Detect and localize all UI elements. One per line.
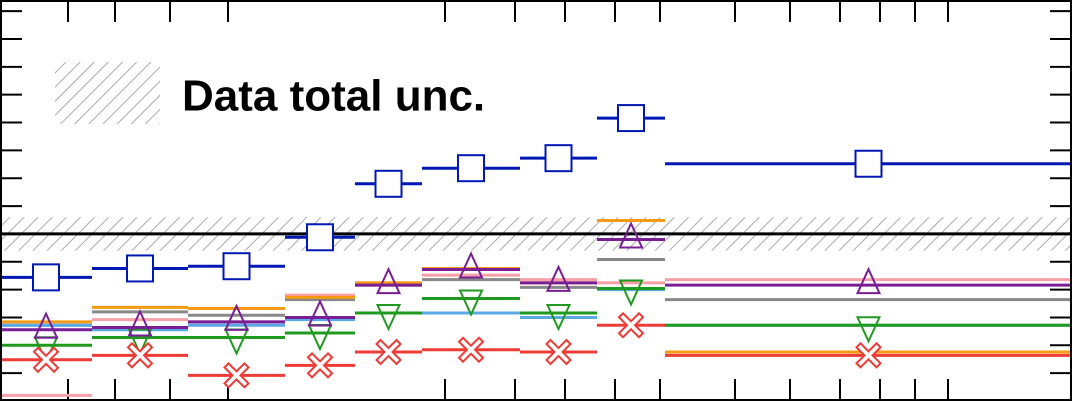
bin-value [520,144,597,173]
marker [223,328,250,356]
legend-swatch [55,62,160,124]
bin-value [285,299,355,327]
bin-value [92,328,188,356]
marker [544,144,573,173]
bin-value [520,338,597,366]
marker [307,299,333,327]
bin-value [92,254,188,283]
marker [375,266,402,295]
marker [855,266,882,295]
bin-value [92,341,188,369]
marker [126,341,154,369]
bin-value [520,264,597,292]
marker [545,264,572,292]
bin-value [285,324,355,352]
bin-value [355,169,422,198]
bin-value [0,263,92,292]
marker [306,351,334,379]
bin-value [355,266,422,295]
marker [126,254,154,283]
marker [223,361,250,389]
marker [855,316,882,344]
bin-value [422,154,520,183]
marker [458,289,484,317]
bin-value [422,289,520,317]
bin-value [597,221,665,249]
marker [32,346,60,374]
marker [33,311,59,339]
bin-value [665,316,1072,344]
bin-value [188,252,285,281]
bin-value [188,328,285,356]
marker [855,341,882,369]
marker [458,251,484,279]
marker [306,223,334,252]
marker [375,304,402,332]
marker [375,338,402,366]
bin-value [355,304,422,332]
marker [127,309,153,337]
bin-value [0,346,92,374]
bin-value [665,341,1072,369]
marker [127,328,153,356]
marker [222,252,251,281]
bin-value [597,311,665,339]
marker [618,279,644,307]
marker [223,303,250,331]
bin-value [188,361,285,389]
marker [617,104,645,133]
bin-value [188,303,285,331]
marker [457,336,485,364]
bin-value [597,279,665,307]
bin-value [0,311,92,339]
legend-label: Data total unc. [182,72,485,121]
marker [617,311,645,339]
bin-value [422,251,520,279]
bin-value [285,351,355,379]
marker [374,169,403,198]
marker [545,304,572,332]
marker [457,154,485,183]
bin-value [520,304,597,332]
marker [32,263,60,292]
bin-value [92,309,188,337]
bin-value [665,149,1072,178]
marker [545,338,572,366]
bin-value [422,336,520,364]
bin-value [597,104,665,133]
bin-value [285,223,355,252]
bin-value [665,266,1072,295]
marker [618,221,644,249]
bin-value [355,338,422,366]
marker [307,324,333,352]
marker [854,149,883,178]
